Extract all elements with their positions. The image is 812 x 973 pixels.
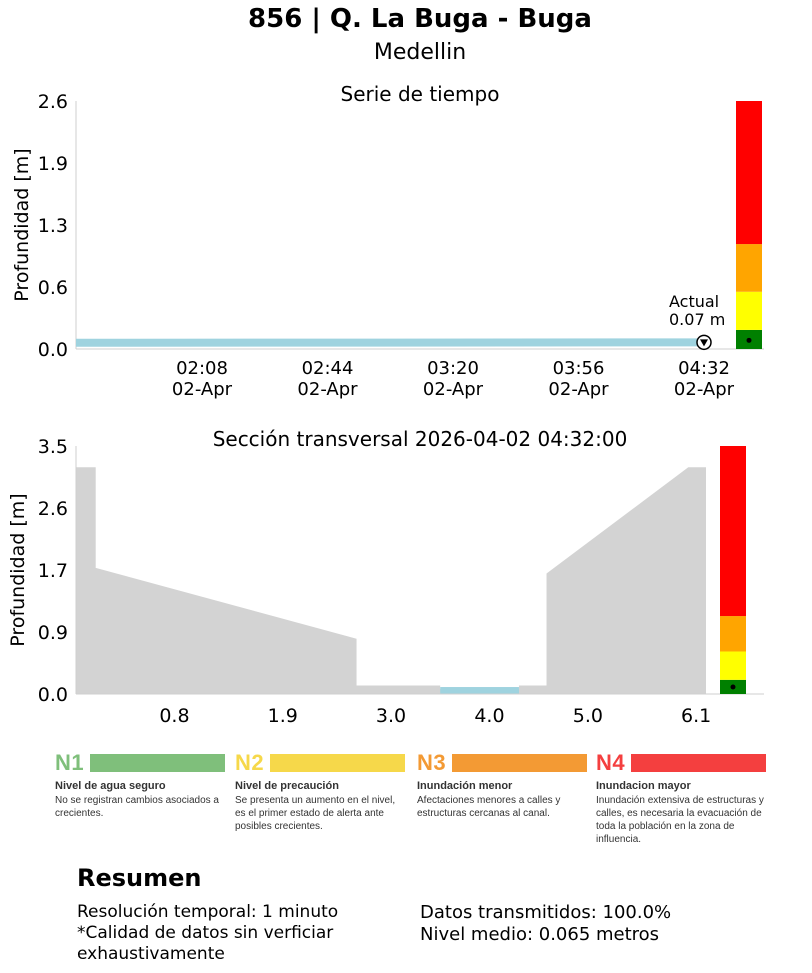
y-tick-label: 1.9 [38, 153, 68, 175]
x-tick-label: 03:20 [427, 358, 479, 379]
x-tick-label: 02:08 [176, 358, 228, 379]
current-value-label: 0.07 m [669, 310, 725, 329]
level-color-bar [90, 754, 225, 772]
chart-title: Serie de tiempo [341, 82, 500, 106]
y-tick-label: 2.6 [38, 91, 68, 113]
level-description: Inundación extensiva de estructuras y ca… [596, 795, 764, 845]
level-name: Inundación menor [417, 780, 513, 792]
summary-left: Resolución temporal: 1 minuto *Calidad d… [77, 902, 377, 965]
current-label: Actual [669, 292, 719, 311]
summary-right: Datos transmitidos: 100.0% Nivel medio: … [420, 902, 671, 946]
x-tick-label: 03:56 [553, 358, 605, 379]
y-tick-label: 2.6 [38, 498, 68, 520]
y-tick-label: 1.7 [38, 560, 68, 582]
x-tick-label: 04:32 [678, 358, 730, 379]
page-subtitle: Medellin [373, 40, 467, 65]
level-code: N4 [596, 750, 626, 775]
alert-band-3 [736, 244, 762, 292]
alert-bar-marker [746, 337, 752, 343]
y-tick-label: 0.9 [38, 622, 68, 644]
page-title: 856 | Q. La Buga - Buga [248, 4, 592, 34]
x-tick-label: 3.0 [376, 705, 406, 725]
alert-band-2 [720, 651, 746, 680]
x-tick-date: 02-Apr [548, 379, 609, 400]
level-description: Se presenta un aumento en el nivel, es e… [235, 795, 396, 832]
summary-heading: Resumen [77, 864, 202, 892]
terrain-profile [76, 467, 706, 694]
level-name: Inundacion mayor [596, 780, 691, 792]
legend-level-n1: N1 Nivel de agua seguro No se registran … [55, 748, 225, 820]
summary-quality-note: *Calidad de datos sin verficiar exhausti… [77, 923, 334, 964]
y-tick-label: 0.0 [38, 684, 68, 706]
legend-level-n3: N3 Inundación menor Afectaciones menores… [417, 748, 587, 820]
summary-resolution: Resolución temporal: 1 minuto [77, 902, 339, 922]
x-tick-label: 4.0 [474, 705, 504, 725]
alert-band-2 [736, 291, 762, 330]
level-color-bar [452, 754, 587, 772]
y-tick-label: 3.5 [38, 436, 68, 458]
alert-band-4 [736, 101, 762, 245]
x-tick-date: 02-Apr [423, 379, 484, 400]
legend-level-n4: N4 Inundacion mayor Inundación extensiva… [596, 748, 766, 846]
y-tick-label: 0.0 [38, 339, 68, 361]
x-tick-label: 0.8 [159, 705, 189, 725]
level-color-bar [631, 754, 766, 772]
level-name: Nivel de agua seguro [55, 780, 166, 792]
level-color-bar [270, 754, 405, 772]
y-tick-label: 1.3 [38, 215, 68, 237]
x-tick-date: 02-Apr [297, 379, 358, 400]
x-tick-label: 1.9 [268, 705, 298, 725]
summary-transmitted: Datos transmitidos: 100.0% [420, 902, 672, 923]
y-tick-label: 0.6 [38, 277, 68, 299]
x-tick-date: 02-Apr [674, 379, 735, 400]
level-description: No se registran cambios asociados a crec… [55, 795, 219, 819]
x-tick-label: 6.1 [681, 705, 711, 725]
summary-mean-level: Nivel medio: 0.065 metros [420, 924, 660, 945]
level-code: N2 [235, 750, 265, 775]
cross-section-chart: Sección transversal 2026-04-02 04:32:00 0… [7, 427, 764, 725]
level-code: N3 [417, 750, 447, 775]
time-series-chart: Serie de tiempo0.00.61.31.92.602:0802-Ap… [11, 82, 764, 400]
water-surface [440, 687, 519, 694]
level-code: N1 [55, 750, 85, 775]
current-marker-arrow [700, 339, 708, 347]
chart-title: Sección transversal 2026-04-02 04:32:00 [213, 427, 628, 451]
y-axis-label: Profundidad [m] [11, 148, 33, 301]
level-name: Nivel de precaución [235, 780, 339, 792]
y-axis-label: Profundidad [m] [7, 493, 29, 646]
x-tick-label: 02:44 [302, 358, 354, 379]
alert-band-4 [720, 446, 746, 617]
x-tick-date: 02-Apr [172, 379, 233, 400]
x-tick-label: 5.0 [573, 705, 603, 725]
alert-band-3 [720, 616, 746, 652]
legend-level-n2: N2 Nivel de precaución Se presenta un au… [235, 748, 405, 833]
level-description: Afectaciones menores a calles y estructu… [417, 795, 561, 819]
alert-legend: N1 Nivel de agua seguro No se registran … [0, 748, 812, 848]
alert-bar-marker [730, 684, 736, 690]
